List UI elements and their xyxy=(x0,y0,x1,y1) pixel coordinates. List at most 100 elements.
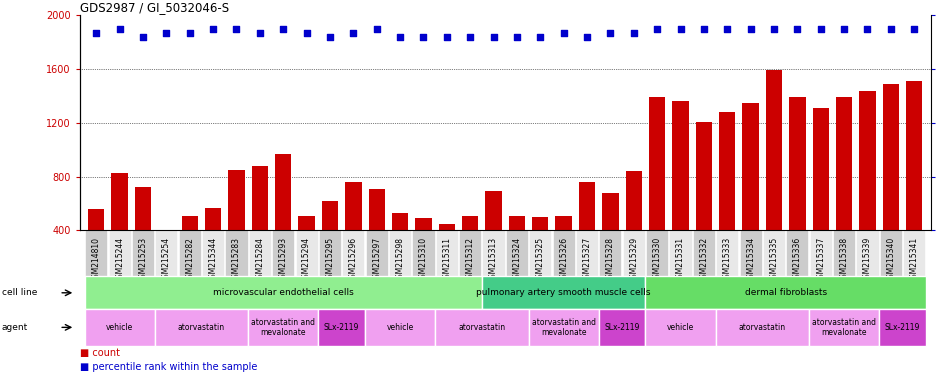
Bar xyxy=(743,103,759,284)
Bar xyxy=(532,217,548,284)
Point xyxy=(135,34,150,40)
Point xyxy=(603,30,618,36)
Point xyxy=(182,30,197,36)
Bar xyxy=(579,182,595,284)
Point xyxy=(486,34,501,40)
Text: GDS2987 / GI_5032046-S: GDS2987 / GI_5032046-S xyxy=(80,1,229,14)
Text: vehicle: vehicle xyxy=(386,323,414,332)
Point xyxy=(884,26,899,32)
Point xyxy=(393,34,408,40)
Bar xyxy=(646,309,715,346)
Bar xyxy=(719,112,735,284)
Bar xyxy=(603,193,619,284)
Text: cell line: cell line xyxy=(2,288,38,297)
Bar xyxy=(812,108,829,284)
Text: ■ percentile rank within the sample: ■ percentile rank within the sample xyxy=(80,362,258,372)
Point xyxy=(299,30,314,36)
Bar xyxy=(205,207,221,284)
Text: atorvastatin and
mevalonate: atorvastatin and mevalonate xyxy=(251,318,315,337)
Point xyxy=(650,26,665,32)
Text: ■ count: ■ count xyxy=(80,348,120,358)
Bar xyxy=(158,236,175,284)
Point xyxy=(369,26,384,32)
Bar xyxy=(368,189,384,284)
Text: atorvastatin and
mevalonate: atorvastatin and mevalonate xyxy=(812,318,876,337)
Bar xyxy=(252,166,268,284)
Text: SLx-2119: SLx-2119 xyxy=(885,323,920,332)
Bar xyxy=(906,81,922,284)
Bar xyxy=(88,209,104,284)
Point xyxy=(556,30,572,36)
Bar xyxy=(392,213,408,284)
Point xyxy=(813,26,828,32)
Bar xyxy=(155,309,248,346)
Bar xyxy=(275,154,291,284)
Bar xyxy=(790,97,806,284)
Text: vehicle: vehicle xyxy=(666,323,694,332)
Text: pulmonary artery smooth muscle cells: pulmonary artery smooth muscle cells xyxy=(477,288,650,297)
Point xyxy=(580,34,595,40)
Bar xyxy=(528,309,599,346)
Bar xyxy=(181,216,198,284)
Bar xyxy=(365,309,435,346)
Bar xyxy=(696,121,713,284)
Point xyxy=(673,26,688,32)
Point xyxy=(860,26,875,32)
Bar xyxy=(809,309,879,346)
Point xyxy=(509,34,525,40)
Text: microvascular endothelial cells: microvascular endothelial cells xyxy=(212,288,353,297)
Text: atorvastatin and
mevalonate: atorvastatin and mevalonate xyxy=(532,318,596,337)
Point xyxy=(462,34,478,40)
Bar xyxy=(482,276,646,309)
Bar xyxy=(556,216,572,284)
Bar xyxy=(859,91,876,284)
Point xyxy=(907,26,922,32)
Point xyxy=(720,26,735,32)
Text: atorvastatin: atorvastatin xyxy=(459,323,506,332)
Text: SLx-2119: SLx-2119 xyxy=(604,323,640,332)
Point xyxy=(697,26,712,32)
Bar xyxy=(134,187,151,284)
Point xyxy=(112,26,127,32)
Point xyxy=(346,30,361,36)
Bar xyxy=(298,216,315,284)
Bar xyxy=(599,309,646,346)
Bar xyxy=(345,182,362,284)
Point xyxy=(206,26,221,32)
Bar xyxy=(248,309,319,346)
Bar xyxy=(509,216,525,284)
Text: SLx-2119: SLx-2119 xyxy=(324,323,359,332)
Text: atorvastatin: atorvastatin xyxy=(178,323,225,332)
Point xyxy=(229,26,244,32)
Text: agent: agent xyxy=(2,323,28,332)
Bar xyxy=(319,309,365,346)
Bar xyxy=(435,309,528,346)
Text: atorvastatin: atorvastatin xyxy=(739,323,786,332)
Point xyxy=(790,26,805,32)
Bar xyxy=(766,70,782,284)
Bar xyxy=(85,309,155,346)
Bar xyxy=(879,309,926,346)
Point xyxy=(837,26,852,32)
Point xyxy=(275,26,290,32)
Bar xyxy=(462,216,478,284)
Point xyxy=(533,34,548,40)
Point xyxy=(159,30,174,36)
Bar xyxy=(321,201,338,284)
Bar xyxy=(415,218,431,284)
Bar xyxy=(85,276,482,309)
Point xyxy=(88,30,103,36)
Bar xyxy=(439,223,455,284)
Bar xyxy=(883,84,899,284)
Bar xyxy=(626,171,642,284)
Bar xyxy=(672,101,689,284)
Point xyxy=(626,30,641,36)
Point xyxy=(766,26,781,32)
Bar xyxy=(485,191,502,284)
Bar xyxy=(649,97,666,284)
Text: dermal fibroblasts: dermal fibroblasts xyxy=(744,288,827,297)
Bar xyxy=(646,276,926,309)
Bar xyxy=(836,97,853,284)
Text: vehicle: vehicle xyxy=(106,323,133,332)
Point xyxy=(252,30,267,36)
